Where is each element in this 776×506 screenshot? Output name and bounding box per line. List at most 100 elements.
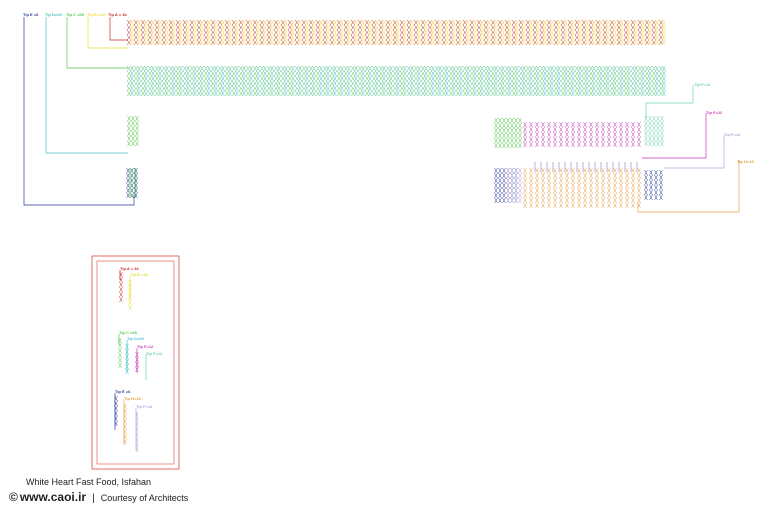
strip-tip-c <box>280 65 286 97</box>
strip-tip-c <box>266 65 272 97</box>
strip-tip-c <box>539 65 545 97</box>
strip-tip-d <box>634 65 638 97</box>
strip-tip-a <box>413 19 419 46</box>
strip-right-c <box>494 117 498 149</box>
strip-tip-b <box>186 19 190 46</box>
strip-tip-d <box>130 65 134 97</box>
strip-tip-d <box>494 65 498 97</box>
strip-tip-c <box>574 65 580 97</box>
strip-tip-d <box>543 65 547 97</box>
strip-tip-d <box>298 65 302 97</box>
strip-tip-d <box>648 65 652 97</box>
strip-right-i <box>553 167 557 209</box>
strip-tip-d <box>550 65 554 97</box>
site-link[interactable]: www.caoi.ir <box>19 490 87 504</box>
strip-tip-d <box>333 65 337 97</box>
strip-tip-d <box>228 65 232 97</box>
strip-right-g <box>625 121 629 148</box>
strip-right-g <box>565 121 569 148</box>
strip-tip-b <box>242 19 246 46</box>
strip-tip-c <box>644 65 650 97</box>
strip-tip-c <box>133 65 139 97</box>
strip-tip-c <box>553 65 559 97</box>
strip-tip-d <box>564 65 568 97</box>
strip-tip-d <box>312 65 316 97</box>
strip-tip-d <box>536 65 540 97</box>
strip-right-i <box>595 167 599 209</box>
strip-tip-d <box>396 65 400 97</box>
strip-tip-c <box>161 65 167 97</box>
strip-right-i <box>613 167 617 209</box>
strip-right-e <box>494 167 498 204</box>
tip-label-e: Tip E =6 <box>23 12 39 17</box>
strip-tip-c <box>357 65 363 97</box>
strip-tip-c <box>315 65 321 97</box>
strip-tip-d <box>529 65 533 97</box>
strip-tip-d <box>564 65 568 97</box>
inset-strip-g <box>135 351 139 373</box>
strip-tip-c <box>273 65 279 97</box>
strip-tip-d <box>627 65 631 97</box>
strip-tip-a <box>385 19 391 46</box>
strip-tip-b <box>564 19 568 46</box>
strip-tip-d <box>151 65 155 97</box>
strip-tip-d <box>648 65 652 97</box>
strip-tip-c <box>196 65 202 97</box>
strip-tip-d <box>158 65 162 97</box>
strip-right-g <box>637 121 641 148</box>
inset-label-e: Tip E =6 <box>115 389 131 394</box>
strip-right-h2 <box>557 161 561 173</box>
strip-right-g <box>541 121 545 148</box>
strip-right-g <box>577 121 581 148</box>
strip-tip-b <box>214 19 218 46</box>
strip-tip-c <box>126 65 132 97</box>
strip-tip-c <box>518 65 524 97</box>
strip-tip-d <box>144 65 148 97</box>
strip-tip-d <box>158 65 162 97</box>
strip-tip-b <box>508 19 512 46</box>
strip-tip-c <box>147 65 153 97</box>
strip-tip-d <box>522 65 526 97</box>
strip-right-g <box>613 121 617 148</box>
strip-tip-c <box>385 65 391 97</box>
strip-right-i <box>565 167 569 209</box>
strip-tip-d <box>396 65 400 97</box>
strip-right-c <box>506 117 510 149</box>
strip-tip-c <box>441 65 447 97</box>
strip-tip-b <box>305 19 309 46</box>
strip-right-f <box>652 115 656 147</box>
strip-left-e <box>126 167 130 199</box>
strip-tip-c <box>224 65 230 97</box>
strip-tip-a <box>203 19 209 46</box>
strip-tip-b <box>172 19 176 46</box>
strip-tip-d <box>228 65 232 97</box>
strip-tip-a <box>427 19 433 46</box>
strip-tip-a <box>280 19 286 46</box>
strip-right-e2 <box>644 169 648 201</box>
strip-tip-c <box>336 65 342 97</box>
connector-tip-a <box>109 17 128 41</box>
strip-right-h2 <box>629 161 633 173</box>
strip-tip-d <box>431 65 435 97</box>
inset-label-c: Tip C =69 <box>119 330 138 335</box>
strip-tip-b <box>396 19 400 46</box>
tip-label-d: Tip D=29 <box>45 12 62 17</box>
strip-tip-a <box>231 19 237 46</box>
strip-tip-c <box>322 65 328 97</box>
strip-right-c <box>514 117 518 149</box>
strip-tip-c <box>210 65 216 97</box>
strip-right-f <box>660 115 664 147</box>
strip-tip-d <box>193 65 197 97</box>
strip-right-g <box>595 121 599 148</box>
strip-tip-a <box>245 19 251 46</box>
strip-tip-d <box>515 65 519 97</box>
strip-tip-c <box>490 65 496 97</box>
strip-tip-c <box>504 65 510 97</box>
connector-tip-i <box>637 160 740 213</box>
strip-tip-d <box>193 65 197 97</box>
strip-right-i <box>583 167 587 209</box>
tip-label-i: Tip H=18 <box>737 159 754 164</box>
strip-left-c <box>127 115 131 147</box>
strip-right-i <box>601 167 605 209</box>
strip-tip-d <box>403 65 407 97</box>
